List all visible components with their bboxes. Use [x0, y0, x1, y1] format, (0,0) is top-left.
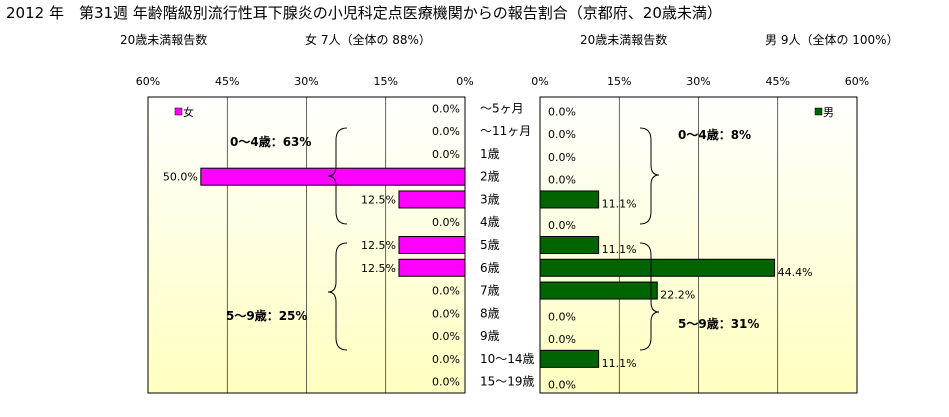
male-brace-5-9	[639, 242, 660, 351]
category-label: 15～19歳	[480, 375, 535, 389]
male-brace-0-4	[639, 127, 660, 225]
female-value-label: 0.0%	[432, 307, 460, 320]
female-annotation-0-4: 0～4歳：63%	[230, 134, 311, 149]
female-legend-label: 女	[183, 105, 194, 119]
category-label: 10～14歳	[480, 352, 535, 366]
male-tick-label: 0%	[531, 75, 548, 88]
female-value-label: 0.0%	[432, 125, 460, 138]
female-value-label: 0.0%	[432, 216, 460, 229]
male-value-label: 0.0%	[548, 128, 576, 141]
female-value-label: 50.0%	[163, 171, 198, 184]
female-tick-label: 60%	[136, 75, 160, 88]
male-value-label: 11.1%	[602, 243, 637, 256]
male-bar	[539, 190, 600, 209]
male-value-label: 44.4%	[778, 266, 813, 279]
male-bar	[539, 281, 658, 300]
female-value-label: 12.5%	[361, 193, 396, 206]
female-tick-label: 45%	[215, 75, 239, 88]
female-value-label: 0.0%	[432, 330, 460, 343]
female-brace-5-9	[327, 242, 348, 351]
male-header-label: 20歳未満報告数	[580, 32, 667, 47]
category-label: 3歳	[480, 192, 500, 206]
female-value-label: 0.0%	[432, 376, 460, 389]
male-header-count: 男 9人（全体の 100%）	[765, 32, 899, 47]
male-value-label: 11.1%	[602, 357, 637, 370]
category-label: 5歳	[480, 238, 500, 252]
female-header-count: 女 7人（全体の 88%）	[305, 32, 431, 47]
male-value-label: 0.0%	[548, 174, 576, 187]
male-tick-label: 60%	[845, 75, 869, 88]
female-value-label: 0.0%	[432, 148, 460, 161]
female-tick-label: 15%	[374, 75, 398, 88]
female-bar	[398, 236, 466, 254]
male-bar	[539, 349, 600, 368]
category-label: 9歳	[480, 329, 500, 343]
male-value-label: 0.0%	[548, 151, 576, 164]
male-value-label: 0.0%	[548, 105, 576, 118]
category-label: 4歳	[480, 215, 500, 229]
male-value-label: 22.2%	[660, 289, 695, 302]
category-label: 6歳	[480, 261, 500, 275]
male-annotation-5-9: 5～9歳：31%	[678, 316, 759, 331]
female-value-label: 0.0%	[432, 353, 460, 366]
category-label: 8歳	[480, 306, 500, 320]
male-tick-label: 45%	[766, 75, 790, 88]
female-bar	[398, 190, 466, 209]
female-bar	[398, 258, 466, 277]
female-tick-label: 30%	[294, 75, 318, 88]
male-value-label: 0.0%	[548, 333, 576, 346]
male-bar	[539, 236, 600, 254]
male-annotation-0-4: 0～4歳：8%	[678, 127, 751, 142]
male-legend-label: 男	[823, 106, 834, 119]
male-tick-label: 30%	[686, 75, 710, 88]
chart-title: 2012 年 第31週 年齢階級別流行性耳下腺炎の小児科定点医療機関からの報告割…	[6, 4, 722, 22]
male-legend-swatch	[814, 107, 823, 116]
category-label: 7歳	[480, 284, 500, 298]
male-value-label: 11.1%	[602, 197, 637, 210]
female-bar	[200, 167, 466, 186]
female-annotation-5-9: 5～9歳：25%	[226, 308, 307, 323]
male-tick-label: 15%	[607, 75, 631, 88]
male-value-label: 0.0%	[548, 379, 576, 392]
category-label: 1歳	[480, 147, 500, 161]
female-legend-swatch	[174, 107, 183, 116]
female-brace-0-4	[327, 127, 348, 225]
female-value-label: 0.0%	[432, 285, 460, 298]
male-value-label: 0.0%	[548, 219, 576, 232]
female-value-label: 0.0%	[432, 102, 460, 115]
category-label: ～11ヶ月	[480, 124, 531, 138]
male-value-label: 0.0%	[548, 310, 576, 323]
female-value-label: 12.5%	[361, 262, 396, 275]
female-value-label: 12.5%	[361, 239, 396, 252]
female-header-label: 20歳未満報告数	[120, 32, 207, 47]
category-label: ～5ヶ月	[480, 101, 524, 115]
category-label: 2歳	[480, 170, 500, 184]
female-tick-label: 0%	[456, 75, 473, 88]
male-bar	[539, 258, 776, 277]
